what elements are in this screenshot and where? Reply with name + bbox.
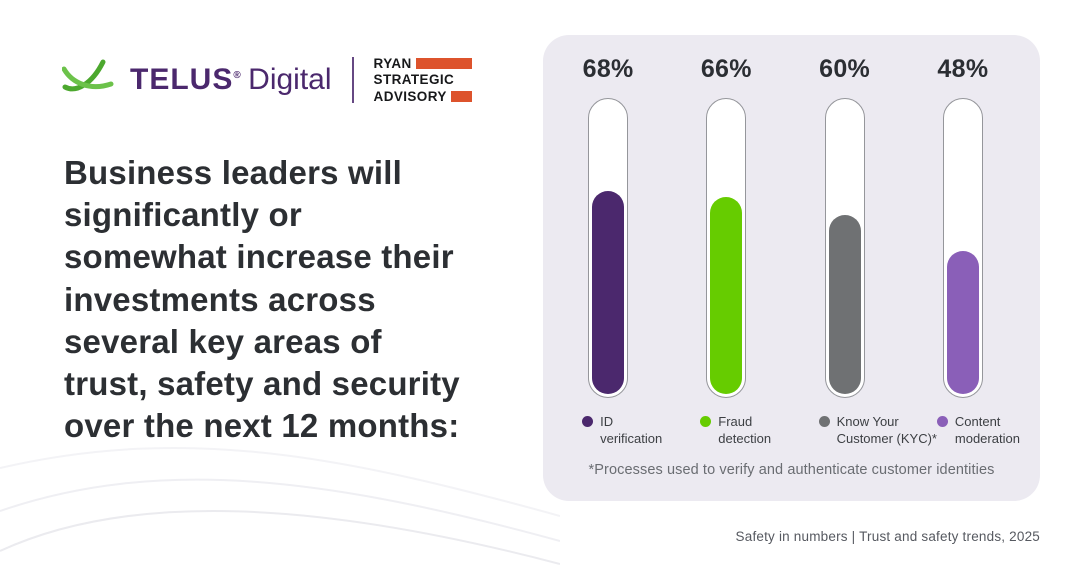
source-line: Safety in numbers | Trust and safety tre… [735, 529, 1040, 544]
legend-label: Content moderation [954, 414, 1020, 446]
ryan-logo-row-3: ADVISORY [374, 90, 472, 104]
bar-value-label: 66% [700, 55, 752, 83]
legend-label: Know Your Customer (KYC)* [836, 414, 937, 446]
legend-label: ID verification [600, 414, 663, 446]
bar-column: 66% Fraud detection [667, 57, 785, 448]
thermometer-fill [710, 197, 743, 394]
bar-column: 60% Know Your Customer (KYC)* [785, 55, 937, 448]
chart-card: 68% ID verification 66% [543, 35, 1040, 501]
thermometer-tube [942, 98, 983, 398]
legend-dot [582, 416, 594, 427]
ryan-logo-orange-bar [415, 58, 472, 69]
legend-item: Content moderation [936, 414, 1022, 448]
ryan-logo-orange-bar [450, 91, 472, 102]
thermometer-tube [824, 98, 865, 398]
logo-row: TELUS® Digital RYAN STRATEGIC ADVISORY [62, 56, 472, 104]
telus-leaf-icon [62, 59, 114, 92]
legend-wrap: ID verification [549, 414, 667, 448]
thermometer-fill [828, 215, 861, 394]
bar-value-label: 48% [937, 55, 989, 83]
ryan-logo-text-2: STRATEGIC [373, 72, 455, 88]
telus-digital-logo: TELUS® Digital [130, 65, 332, 95]
headline: Business leaders will significantly or s… [64, 154, 460, 445]
logo-divider [351, 57, 354, 103]
bar-columns: 68% ID verification 66% [543, 35, 1040, 448]
legend-wrap: Know Your Customer (KYC)* [785, 414, 937, 448]
bar-value-label: 60% [819, 55, 871, 83]
ryan-strategic-advisory-logo: RYAN STRATEGIC ADVISORY [374, 57, 472, 104]
legend-dot [818, 416, 830, 427]
legend-label: Fraud detection [718, 414, 772, 446]
legend-item: ID verification [582, 414, 667, 448]
ryan-logo-row-2: STRATEGIC [374, 73, 472, 87]
ryan-logo-text-3: ADVISORY [373, 88, 447, 104]
bar-column: 48% Content moderation [904, 57, 1022, 448]
legend-wrap: Content moderation [904, 414, 1022, 448]
bar-value-label: 68% [582, 55, 634, 83]
thermometer-fill [946, 250, 979, 394]
legend-dot [936, 416, 948, 427]
thermometer-tube [588, 98, 629, 398]
telus-wordmark: TELUS® [130, 63, 242, 96]
legend-item: Know Your Customer (KYC)* [818, 414, 937, 448]
telus-suffix: Digital [248, 63, 332, 96]
ryan-logo-text-1: RYAN [373, 55, 412, 71]
trademark-symbol: ® [233, 70, 242, 81]
chart-footnote: *Processes used to verify and authentica… [588, 461, 995, 478]
legend-wrap: Fraud detection [667, 414, 785, 448]
legend-dot [700, 416, 712, 427]
ryan-logo-row-1: RYAN [374, 57, 472, 71]
legend-item: Fraud detection [700, 414, 785, 448]
thermometer-fill [592, 191, 625, 394]
thermometer-tube [706, 98, 747, 398]
bar-column: 68% ID verification [549, 57, 667, 448]
